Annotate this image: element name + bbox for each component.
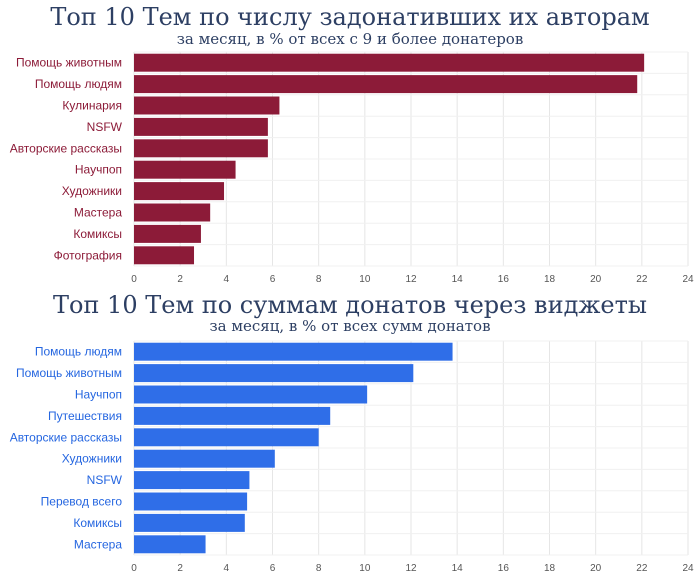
chart-2-bar <box>134 535 206 554</box>
chart-2-tick-label: 2 <box>177 563 183 574</box>
chart-1-category-label: Помощь животным <box>16 56 122 70</box>
chart-2-bar <box>134 406 331 425</box>
chart-1-category-label: NSFW <box>87 120 123 134</box>
chart-1-bar <box>134 53 645 72</box>
chart-1-category-label: Художники <box>62 184 122 198</box>
chart-1-tick-label: 2 <box>177 274 183 285</box>
chart-2-category-label: Комиксы <box>73 516 122 530</box>
chart-2-bar <box>134 492 248 511</box>
chart-1-tick-label: 18 <box>544 274 556 285</box>
chart-2-category-label: NSFW <box>87 473 123 487</box>
chart-1-tick-label: 8 <box>316 274 322 285</box>
chart-2-bar <box>134 428 319 447</box>
chart-1-bar <box>134 246 195 265</box>
chart-2-tick-label: 12 <box>405 563 417 574</box>
chart-1-tick-label: 10 <box>359 274 371 285</box>
chart-1-category-label: Фотография <box>54 248 122 262</box>
chart-1-category-label: Авторские рассказы <box>10 141 122 155</box>
chart-1-bar <box>134 203 211 222</box>
chart-2-category-label: Помощь животным <box>16 366 122 380</box>
chart-2-subtitle: за месяц, в % от всех сумм донатов <box>209 317 491 335</box>
chart-1-category-label: Помощь людям <box>35 77 122 91</box>
chart-2-category-label: Перевод всего <box>41 495 123 509</box>
chart-1-tick-label: 12 <box>405 274 417 285</box>
chart-2-title: Топ 10 Тем по суммам донатов через видже… <box>52 291 648 319</box>
chart-2-tick-label: 18 <box>544 563 556 574</box>
chart-1-tick-label: 14 <box>452 274 464 285</box>
chart-1-tick-label: 20 <box>590 274 602 285</box>
chart-2-bar <box>134 449 275 468</box>
chart-2-tick-label: 22 <box>636 563 648 574</box>
chart-2-tick-label: 14 <box>452 563 464 574</box>
chart-2-bar <box>134 513 245 532</box>
chart-1-bar <box>134 96 280 115</box>
chart-2-tick-label: 24 <box>682 563 694 574</box>
chart-1-bar <box>134 160 236 179</box>
chart-1-tick-label: 24 <box>682 274 694 285</box>
chart-2-category-label: Научпоп <box>75 388 122 402</box>
chart-2-category-label: Путешествия <box>48 409 122 423</box>
chart-1-bar <box>134 224 201 243</box>
chart-1-plot: Помощь животным Помощь людям Кулинария NSFW… <box>10 51 694 285</box>
chart-2-tick-label: 10 <box>359 563 371 574</box>
chart-2-category-label: Художники <box>62 452 122 466</box>
chart-2-tick-label: 6 <box>270 563 276 574</box>
chart-2-tick-label: 20 <box>590 563 602 574</box>
chart-2-bar <box>134 385 368 404</box>
chart-1-tick-label: 16 <box>498 274 510 285</box>
chart-2-bar <box>134 471 250 490</box>
chart-2-tick-label: 16 <box>498 563 510 574</box>
chart-2-category-label: Мастера <box>74 537 123 551</box>
chart-1-category-label: Мастера <box>74 206 123 220</box>
chart-2-bar <box>134 342 453 361</box>
chart-2-tick-label: 8 <box>316 563 322 574</box>
chart-1-category-label: Кулинария <box>62 99 122 113</box>
chart-1-category-label: Научпоп <box>75 163 122 177</box>
chart-1-category-label: Комиксы <box>73 227 122 241</box>
chart-1-tick-label: 22 <box>636 274 648 285</box>
chart-1-bar <box>134 182 225 201</box>
chart-1-bar <box>134 117 268 136</box>
chart-1-title: Топ 10 Тем по числу задонативших их авто… <box>50 3 650 31</box>
chart-2-bar <box>134 364 414 383</box>
chart-2-tick-label: 0 <box>131 563 137 574</box>
chart-1-tick-label: 6 <box>270 274 276 285</box>
chart-2-tick-label: 4 <box>224 563 230 574</box>
chart-1-subtitle: за месяц, в % от всех с 9 и более донате… <box>176 30 524 48</box>
chart-1-bar <box>134 75 638 94</box>
chart-1-tick-label: 0 <box>131 274 137 285</box>
chart-1-bar <box>134 139 268 158</box>
chart-1-tick-label: 4 <box>224 274 230 285</box>
chart-2-category-label: Авторские рассказы <box>10 430 122 444</box>
chart-2-category-label: Помощь людям <box>35 345 122 359</box>
